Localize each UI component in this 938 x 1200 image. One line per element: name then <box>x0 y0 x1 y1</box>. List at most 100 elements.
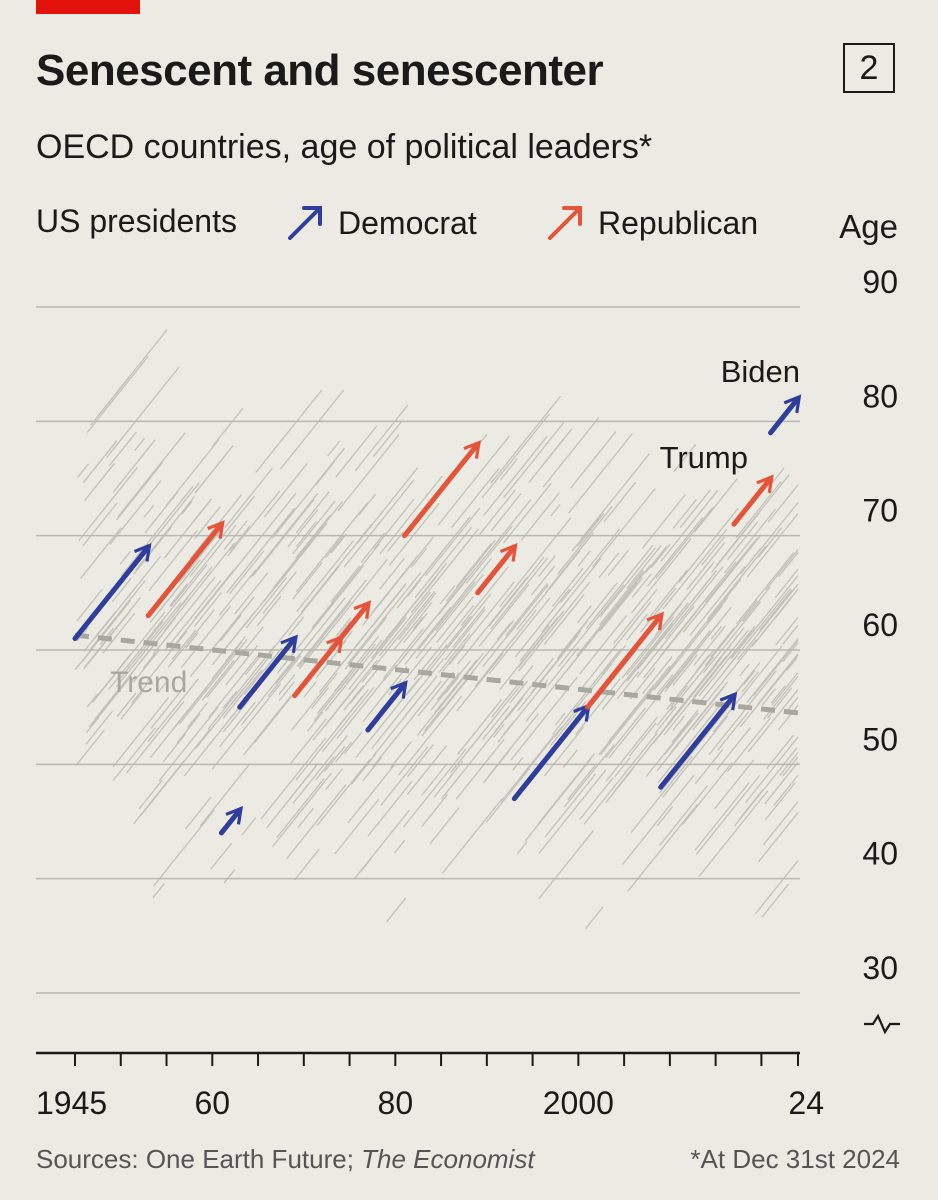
leader-tenure-line <box>294 762 319 793</box>
axis-break-icon <box>864 1013 900 1035</box>
leader-tenure-line <box>348 617 407 691</box>
leader-tenure-line <box>371 615 406 659</box>
leader-tenure-line <box>488 597 551 675</box>
leader-tenure-line <box>321 686 375 753</box>
leader-tenure-line <box>388 502 440 566</box>
leader-tenure-line <box>444 615 472 649</box>
democrat-arrow <box>365 680 408 733</box>
legend-republican: Republican <box>598 205 758 241</box>
leader-tenure-line <box>716 727 751 771</box>
leader-tenure-line <box>679 489 711 528</box>
leader-tenure-line <box>520 492 560 541</box>
chart-title: Senescent and senescenter <box>36 46 604 95</box>
leader-tenure-line <box>149 582 183 623</box>
leader-tenure-line <box>641 494 686 549</box>
leader-tenure-line <box>195 686 246 749</box>
leader-tenure-line <box>350 753 377 785</box>
leader-tenure-line <box>567 764 596 801</box>
leader-tenure-line <box>671 709 699 743</box>
leader-tenure-line <box>563 744 615 808</box>
leader-tenure-line <box>380 746 429 806</box>
leader-tenure-line <box>327 440 341 457</box>
leader-tenure-line <box>170 649 238 733</box>
leader-tenure-line <box>430 660 472 711</box>
leader-tenure-line <box>88 672 134 728</box>
leader-tenure-line <box>694 748 724 784</box>
leader-tenure-line <box>442 581 515 672</box>
leader-tenure-line <box>181 605 232 668</box>
chart-number-badge: 2 <box>843 43 895 93</box>
republican-arrow <box>145 520 225 619</box>
leader-tenure-line <box>737 583 799 661</box>
leader-tenure-line <box>645 545 668 573</box>
leader-tenure-line <box>240 657 296 726</box>
leader-tenure-line <box>222 699 250 733</box>
leader-tenure-line <box>223 869 236 884</box>
leader-tenure-line <box>330 565 361 603</box>
leader-tenure-line <box>208 651 262 718</box>
leader-tenure-line <box>705 638 758 704</box>
leader-tenure-line <box>658 785 709 847</box>
y-tick-label: 50 <box>862 721 898 757</box>
leader-tenure-line <box>752 639 799 697</box>
leader-tenure-line <box>116 692 137 717</box>
president-arrows <box>72 394 802 836</box>
leader-tenure-line <box>385 897 407 923</box>
leader-tenure-line <box>560 528 621 603</box>
leader-tenure-line <box>656 674 674 695</box>
leader-tenure-line <box>147 678 199 743</box>
leader-tenure-line <box>120 601 182 679</box>
leader-tenure-line <box>272 772 332 848</box>
leader-tenure-line <box>316 758 371 826</box>
leader-tenure-line <box>583 732 658 825</box>
leader-tenure-line <box>678 507 739 583</box>
leader-tenure-line <box>224 467 273 529</box>
leader-tenure-line <box>488 580 527 627</box>
leader-tenure-line <box>702 601 762 674</box>
leader-tenure-line <box>479 489 516 535</box>
leader-tenure-line <box>693 625 727 666</box>
leader-tenure-line <box>490 395 562 484</box>
leader-tenure-line <box>343 479 415 568</box>
source-note: Sources: One Earth Future; The Economist <box>36 1144 535 1175</box>
leader-tenure-line <box>406 745 448 795</box>
leader-tenure-line <box>295 514 331 559</box>
leader-tenure-line <box>403 612 428 644</box>
leader-tenure-line <box>576 571 645 657</box>
leader-tenure-line <box>410 547 428 568</box>
leader-tenure-line <box>551 567 584 608</box>
leader-tenure-line <box>525 640 591 722</box>
leader-tenure-line <box>603 481 637 523</box>
leader-tenure-line <box>260 737 327 820</box>
republican-arrow <box>401 440 481 539</box>
leader-tenure-line <box>296 579 367 667</box>
leader-tenure-line <box>659 701 734 794</box>
leader-tenure-line <box>383 628 424 679</box>
leader-tenure-line <box>550 504 561 517</box>
leader-tenure-line <box>751 588 799 647</box>
leader-tenure-line <box>599 569 644 626</box>
leader-tenure-line <box>510 676 578 761</box>
leader-tenure-line <box>346 668 359 684</box>
leader-tenure-line <box>117 432 186 517</box>
leader-tenure-line <box>770 685 786 704</box>
leader-tenure-line <box>544 773 596 838</box>
leader-tenure-line <box>125 701 185 774</box>
x-tick-label: 1945 <box>36 1085 107 1121</box>
leader-tenure-line <box>85 717 100 734</box>
leader-tenure-line <box>648 569 688 619</box>
leader-tenure-line <box>362 757 383 781</box>
leader-tenure-line <box>664 712 699 755</box>
leader-tenure-line <box>165 439 220 506</box>
leader-tenure-line <box>715 474 790 566</box>
leader-tenure-line <box>102 612 136 654</box>
leader-tenure-line <box>742 586 771 622</box>
leader-tenure-line <box>514 588 570 658</box>
y-tick-label: 30 <box>862 950 898 986</box>
leader-tenure-line <box>263 463 308 518</box>
leader-tenure-line <box>293 848 320 881</box>
leader-tenure-line <box>115 462 164 521</box>
leader-tenure-line <box>726 521 759 561</box>
leader-tenure-line <box>693 478 738 533</box>
leader-tenure-line <box>287 509 319 548</box>
